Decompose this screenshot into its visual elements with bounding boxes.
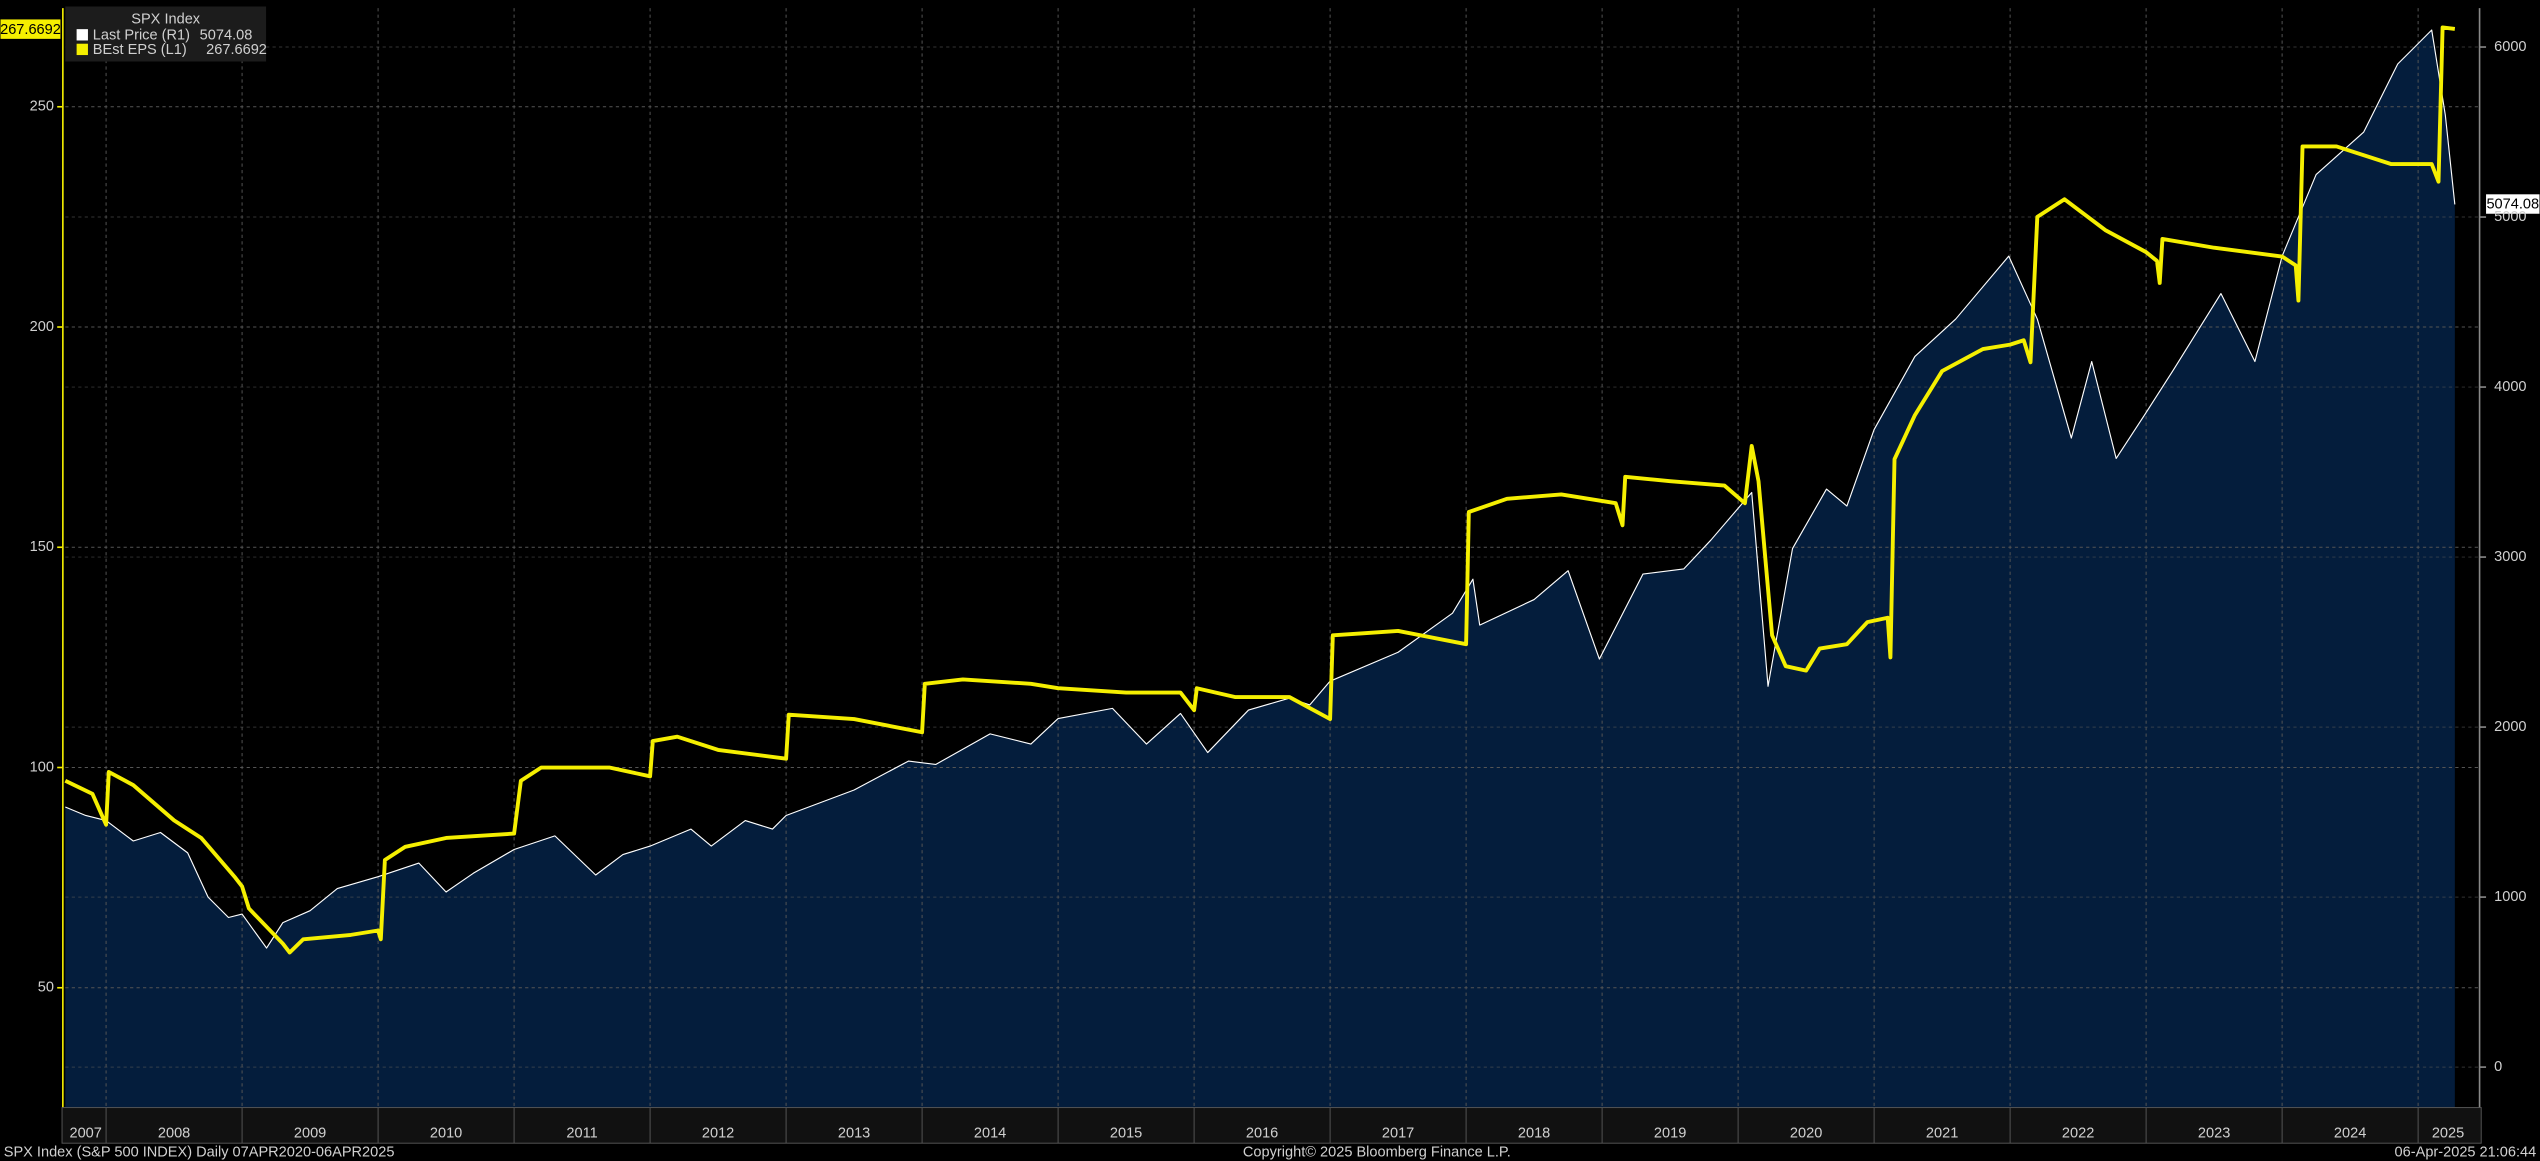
x-tick-label: 2009 [294,1125,326,1141]
legend-swatch [76,29,88,41]
x-tick-label: 2015 [1110,1125,1142,1141]
x-tick-label: 2023 [2198,1125,2230,1141]
y-tick-label: 150 [30,539,54,555]
footer-right: 06-Apr-2025 21:06:44 [2395,1145,2537,1161]
footer-center: Copyright© 2025 Bloomberg Finance L.P. [1243,1145,1511,1161]
y2-tick-label: 0 [2494,1059,2502,1075]
y2-tick-label: 1000 [2494,889,2526,905]
legend-title: SPX Index [131,11,201,27]
legend-swatch [76,43,88,56]
x-tick-label: 2021 [1926,1125,1958,1141]
x-tick-label: 2013 [838,1125,870,1141]
series-line [64,25,2456,955]
x-tick-label: 2014 [974,1125,1006,1141]
series-line [65,29,2456,949]
x-tick-label: 2019 [1654,1125,1686,1141]
x-tick-label: 2012 [702,1125,734,1141]
x-tick-label: 2007 [69,1125,101,1141]
area [65,30,2455,1108]
y2-tick-label: 4000 [2494,379,2526,395]
legend-box [65,6,267,62]
x-tick-label: 2025 [2432,1125,2464,1141]
x-tick-label: 2024 [2334,1125,2366,1141]
legend-label: Last Price (R1) [93,27,190,43]
x-tick-label: 2022 [2062,1125,2094,1141]
x-tick-label: 2020 [1790,1125,1822,1141]
x-tick-label: 2008 [158,1125,190,1141]
legend-value: 267.6692 [206,42,267,58]
y-tick-label: 50 [38,980,54,996]
x-tick-label: 2016 [1246,1125,1278,1141]
y2-tick-label: 5000 [2494,209,2526,225]
y-tick-label: 100 [30,759,54,775]
last-value-tag [0,19,61,39]
y2-tick-label: 2000 [2494,719,2526,735]
y2-tick-label: 3000 [2494,549,2526,565]
x-tick-label: 2018 [1518,1125,1550,1141]
plot-area [64,8,2478,1108]
x-tick-label: 2010 [430,1125,462,1141]
legend-label: BEst EPS (L1) [93,42,187,58]
x-axis-band [61,1107,2482,1144]
last-value-tag-text: 267.6692 [0,22,61,38]
x-tick-label: 2011 [566,1125,597,1141]
y2-tick-label: 6000 [2494,39,2526,55]
footer-left: SPX Index (S&P 500 INDEX) Daily 07APR202… [4,1145,395,1161]
last-value-tag [2486,194,2540,214]
last-value-tag-text: 5074.08 [2486,197,2539,213]
legend-value: 5074.08 [200,27,253,43]
y-tick-label: 200 [30,319,54,335]
x-tick-label: 2017 [1382,1125,1414,1141]
y-tick-label: 250 [30,99,54,115]
legend: SPX Index Last Price (R1) 5074.08 BEst E… [65,6,267,62]
